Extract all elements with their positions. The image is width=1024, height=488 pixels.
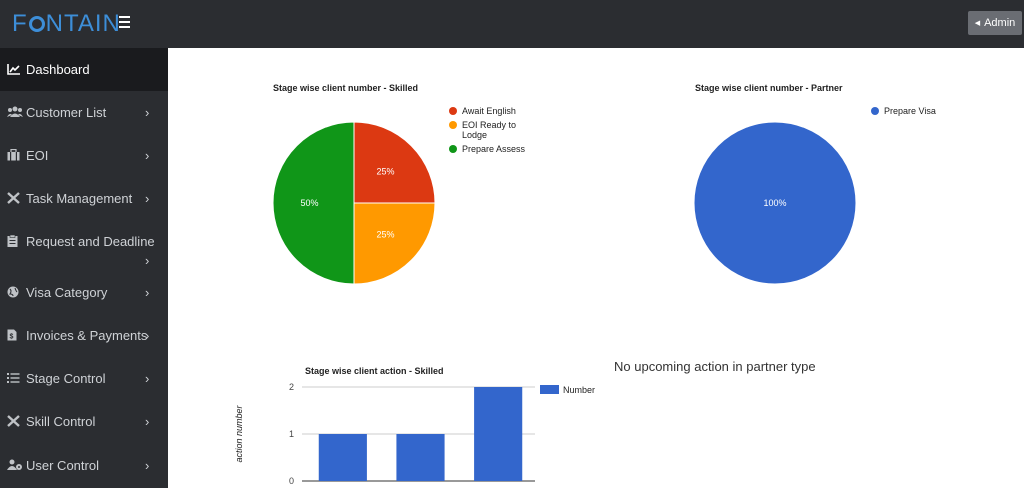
legend-label: Await English [462, 106, 516, 116]
sidebar-item-label: User Control [26, 458, 99, 473]
sidebar-item-label: EOI [26, 148, 49, 163]
sidebar: Dashboard Customer List › EOI › Task Man… [0, 48, 168, 488]
pie-slice-label: 25% [376, 166, 394, 176]
chevron-right-icon: › [145, 148, 150, 163]
sidebar-item-task-management[interactable]: Task Management › [0, 177, 168, 220]
sidebar-item-label: Task Management [26, 191, 133, 206]
svg-text:$: $ [10, 334, 14, 341]
legend-label: EOI Ready to Lodge [462, 120, 517, 140]
pie-slice-label: 25% [376, 230, 394, 240]
caret-left-icon: ◀ [974, 20, 981, 27]
briefcase-icon [7, 148, 21, 161]
partner-pie-legend: Prepare Visa [871, 106, 936, 120]
chevron-right-icon: › [145, 191, 150, 206]
invoice-icon: $ [7, 329, 21, 341]
partner-pie-title: Stage wise client number - Partner [695, 83, 843, 93]
legend-item-prepare-visa[interactable]: Prepare Visa [871, 106, 936, 116]
sidebar-item-visa-category[interactable]: Visa Category › [0, 271, 168, 314]
list-icon [7, 372, 21, 384]
skilled-pie-chart: 25% 25% 50% [272, 121, 436, 285]
fountain-logo[interactable]: F NTAIN [12, 10, 121, 37]
legend-swatch [540, 385, 559, 394]
legend-swatch [449, 107, 457, 115]
sidebar-item-customer-list[interactable]: Customer List › [0, 91, 168, 134]
skilled-action-bar-chart: 0 1 2 action number [234, 382, 535, 486]
partner-pie-chart: 100% [693, 121, 857, 285]
legend-swatch [871, 107, 879, 115]
tools-icon [7, 415, 21, 427]
hamburger-menu-icon[interactable] [119, 16, 130, 28]
tools-icon [7, 192, 21, 204]
sidebar-item-label: Stage Control [26, 371, 106, 386]
sidebar-item-stage-control[interactable]: Stage Control › [0, 357, 168, 400]
sidebar-item-skill-control[interactable]: Skill Control › [0, 400, 168, 443]
legend-item-eoi-ready[interactable]: EOI Ready to Lodge [449, 120, 525, 140]
sidebar-item-label: Request and Deadline [26, 234, 155, 249]
pie-slice-label: 50% [300, 198, 318, 208]
legend-item-number[interactable]: Number [540, 385, 595, 395]
logo-drop-icon [28, 16, 45, 32]
pie-slice-await-english[interactable] [353, 121, 436, 204]
chevron-right-icon: › [145, 328, 150, 343]
pie-slice-label: 100% [763, 198, 786, 208]
legend-swatch [449, 121, 457, 129]
sidebar-item-request-and-deadline[interactable]: Request and Deadline › [0, 220, 168, 270]
users-gear-icon [7, 459, 22, 471]
globe-icon [7, 286, 21, 298]
bar-1[interactable] [318, 434, 367, 481]
sidebar-item-label: Dashboard [26, 62, 90, 77]
top-navbar: F NTAIN ◀ Admin [0, 0, 1024, 48]
chevron-right-icon: › [145, 371, 150, 386]
skilled-pie-legend: Await English EOI Ready to Lodge Prepare … [449, 106, 525, 158]
y-tick-label: 0 [289, 476, 294, 486]
sidebar-item-eoi[interactable]: EOI › [0, 134, 168, 177]
sidebar-item-dashboard[interactable]: Dashboard [0, 48, 168, 91]
sidebar-item-label: Customer List [26, 105, 107, 120]
chevron-right-icon: › [145, 414, 150, 429]
y-axis-label: action number [234, 404, 244, 462]
skilled-action-title: Stage wise client action - Skilled [305, 366, 444, 376]
legend-item-prepare-assess[interactable]: Prepare Assess [449, 144, 525, 154]
chevron-right-icon: › [145, 105, 150, 120]
pie-slice-prepare-visa[interactable] [693, 121, 857, 285]
skilled-action-legend: Number [540, 385, 595, 399]
legend-label: Prepare Visa [884, 106, 936, 116]
sidebar-item-label: Invoices & Payments [26, 328, 148, 343]
sidebar-item-invoices-payments[interactable]: $ Invoices & Payments › [0, 314, 168, 357]
sidebar-item-label: Visa Category [26, 285, 108, 300]
admin-label: Admin [984, 17, 1016, 29]
clipboard-icon [7, 234, 21, 247]
sidebar-item-user-control[interactable]: User Control › [0, 444, 168, 487]
y-tick-label: 1 [289, 429, 294, 439]
y-tick-label: 2 [289, 382, 294, 392]
legend-item-await-english[interactable]: Await English [449, 106, 525, 116]
legend-label: Number [563, 385, 596, 395]
chevron-right-icon: › [145, 458, 150, 473]
pie-slice-eoi-ready-to-lodge[interactable] [353, 202, 436, 285]
skilled-pie-title: Stage wise client number - Skilled [273, 83, 419, 93]
partner-action-empty-message: No upcoming action in partner type [614, 359, 816, 374]
area-chart-icon [7, 63, 21, 75]
chevron-right-icon: › [145, 285, 150, 300]
users-icon [7, 106, 23, 118]
legend-label: Prepare Assess [462, 144, 526, 154]
bar-2[interactable] [396, 434, 445, 481]
bar-3[interactable] [474, 387, 523, 481]
pie-slice-prepare-assess[interactable] [272, 121, 355, 285]
chevron-right-icon: › [145, 253, 150, 268]
legend-swatch [449, 145, 457, 153]
admin-button[interactable]: ◀ Admin [968, 11, 1022, 35]
sidebar-item-label: Skill Control [26, 414, 96, 429]
